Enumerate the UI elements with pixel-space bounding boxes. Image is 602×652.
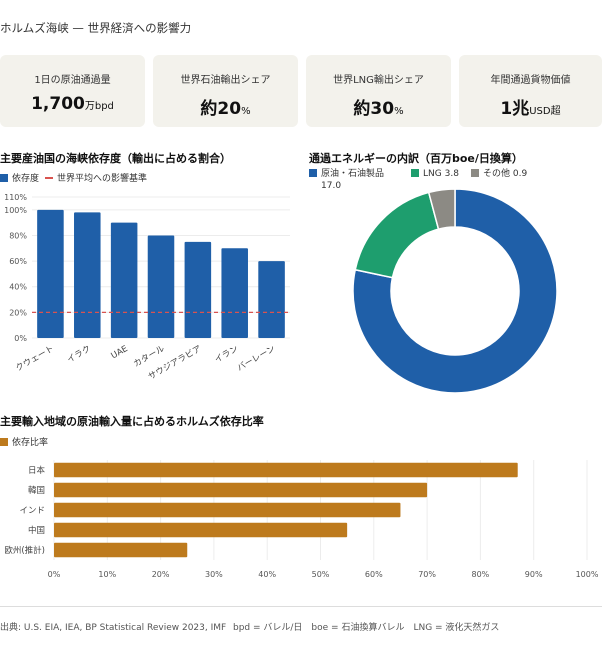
x-tick-label: 10% [98,570,116,579]
bar [147,235,175,338]
legend-value-other: 0.9 [512,169,528,179]
kpi-unit: % [394,106,404,117]
x-tick-label: 60% [365,570,383,579]
donut-slice [352,188,558,394]
x-tick-label: 90% [525,570,543,579]
y-tick-label: 中国 [28,525,45,536]
x-tick-label: 80% [472,570,490,579]
footer-divider [0,606,602,607]
dependency-chart-title: 主要産油国の海峡依存度（輸出に占める割合） [0,152,231,165]
bar [37,209,64,338]
legend-item-crude: 原油・石油製品 17.0 [321,168,411,192]
y-tick-label: 20% [9,308,27,317]
footer-source: 出典: U.S. EIA, IEA, BP Statistical Review… [0,623,227,633]
bar [110,222,138,338]
x-tick-label: クウェート [14,344,56,374]
legend-swatch-crude [309,169,317,177]
kpi-value: 約20% [153,94,298,119]
kpi-value: 1,700万bpd [0,94,145,114]
x-tick-label: 20% [152,570,170,579]
donut-slice [427,188,456,231]
bar [54,462,518,478]
bar [74,212,101,338]
x-tick-label: 40% [258,570,276,579]
kpi-label: 1日の原油通過量 [34,75,111,86]
legend-swatch-other [471,169,479,177]
donut-slice [354,191,440,279]
bar [184,241,212,338]
kpi-number: 1兆 [500,99,530,119]
bar [54,522,348,538]
legend-item-other: その他 0.9 [483,168,527,180]
legend-label-ratio: 依存比率 [12,438,49,448]
x-tick-label: イラン [213,344,240,365]
legend-label-crude: 原油・石油製品 [321,169,385,179]
bar [221,248,248,338]
legend-swatch-reference [45,176,54,179]
y-tick-label: 110% [4,193,27,202]
legend-swatch-ratio [0,437,8,446]
import-dependency-bar-chart: 0% 10% 20% 30% 40% 50% 60% 70% 80% 90% 100% 日本韓国インド… [4,460,599,579]
y-tick-label: インド [19,506,45,516]
legend-swatch-dependency [0,173,8,182]
page-title: ホルムズ海峡 — 世界経済への影響力 [0,21,192,35]
legend-label-dependency: 依存度 [12,174,40,184]
energy-mix-legend: 原油・石油製品 17.0 LNG 3.8 その他 0.9 [309,168,527,192]
legend-swatch-lng [411,169,419,177]
x-tick-label: 100% [576,570,599,579]
legend-label-lng: LNG [423,169,442,179]
y-tick-label: 欧州(推計) [4,545,45,556]
kpi-card-cargo-value: 年間通過貨物価値 1兆USD超 [459,55,602,127]
import-dependency-chart-title: 主要輸入地域の原油輸入量に占めるホルムズ依存比率 [0,415,264,428]
kpi-number: 1,700 [31,94,85,114]
y-tick-label: 100% [4,206,27,215]
energy-mix-chart-title: 通過エネルギーの内訳（百万boe/日換算） [309,152,523,165]
x-tick-label: 70% [418,570,436,579]
y-tick-label: 韓国 [28,485,45,496]
kpi-number: 約30 [353,99,395,119]
kpi-value: 1兆USD超 [459,94,602,119]
legend-value-crude: 17.0 [321,181,342,191]
kpi-card-oil-flow: 1日の原油通過量 1,700万bpd [0,55,145,127]
y-tick-label: 60% [9,257,27,266]
kpi-unit: USD超 [529,106,561,117]
dependency-bar-chart: 0%20%40%60%80%100%110%クウェート イラク UAE カタールサウジ… [4,193,290,382]
energy-mix-donut-chart [352,188,558,394]
dependency-chart-legend: 依存度 世界平均への影響基準 [0,171,147,184]
kpi-label: 世界LNG輸出シェア [333,75,424,86]
kpi-row: 1日の原油通過量 1,700万bpd 世界石油輸出シェア 約20% 世界LNG輸… [0,55,602,127]
x-tick-label: UAE [110,344,130,361]
import-dependency-legend: 依存比率 [0,435,48,448]
kpi-number: 約20 [200,99,242,119]
x-tick-label: 30% [205,570,223,579]
kpi-card-lng-share: 世界LNG輸出シェア 約30% [306,55,451,127]
bar [54,482,428,498]
legend-value-lng: 3.8 [444,169,459,179]
x-tick-label: イラク [66,344,93,365]
legend-label-other: その他 [483,169,511,179]
legend-item-lng: LNG 3.8 [423,168,471,180]
kpi-unit: % [241,106,251,117]
kpi-unit: 万bpd [84,101,114,112]
y-tick-label: 日本 [28,465,46,476]
bar [54,542,188,558]
y-tick-label: 40% [9,283,27,292]
x-tick-label: 0% [48,570,61,579]
kpi-value: 約30% [306,94,451,119]
x-tick-label: 50% [312,570,330,579]
legend-label-reference: 世界平均への影響基準 [57,174,148,184]
y-tick-label: 0% [14,334,27,343]
kpi-label: 年間通過貨物価値 [490,75,571,86]
kpi-card-oil-share: 世界石油輸出シェア 約20% [153,55,298,127]
y-tick-label: 80% [9,231,27,240]
x-tick-label: バーレーン [236,344,277,374]
bar [54,502,401,518]
bar [258,261,285,338]
footer-notes: bpd = バレル/日 boe = 石油換算バレル LNG = 液化天然ガス [233,623,500,633]
kpi-label: 世界石油輸出シェア [180,75,271,86]
